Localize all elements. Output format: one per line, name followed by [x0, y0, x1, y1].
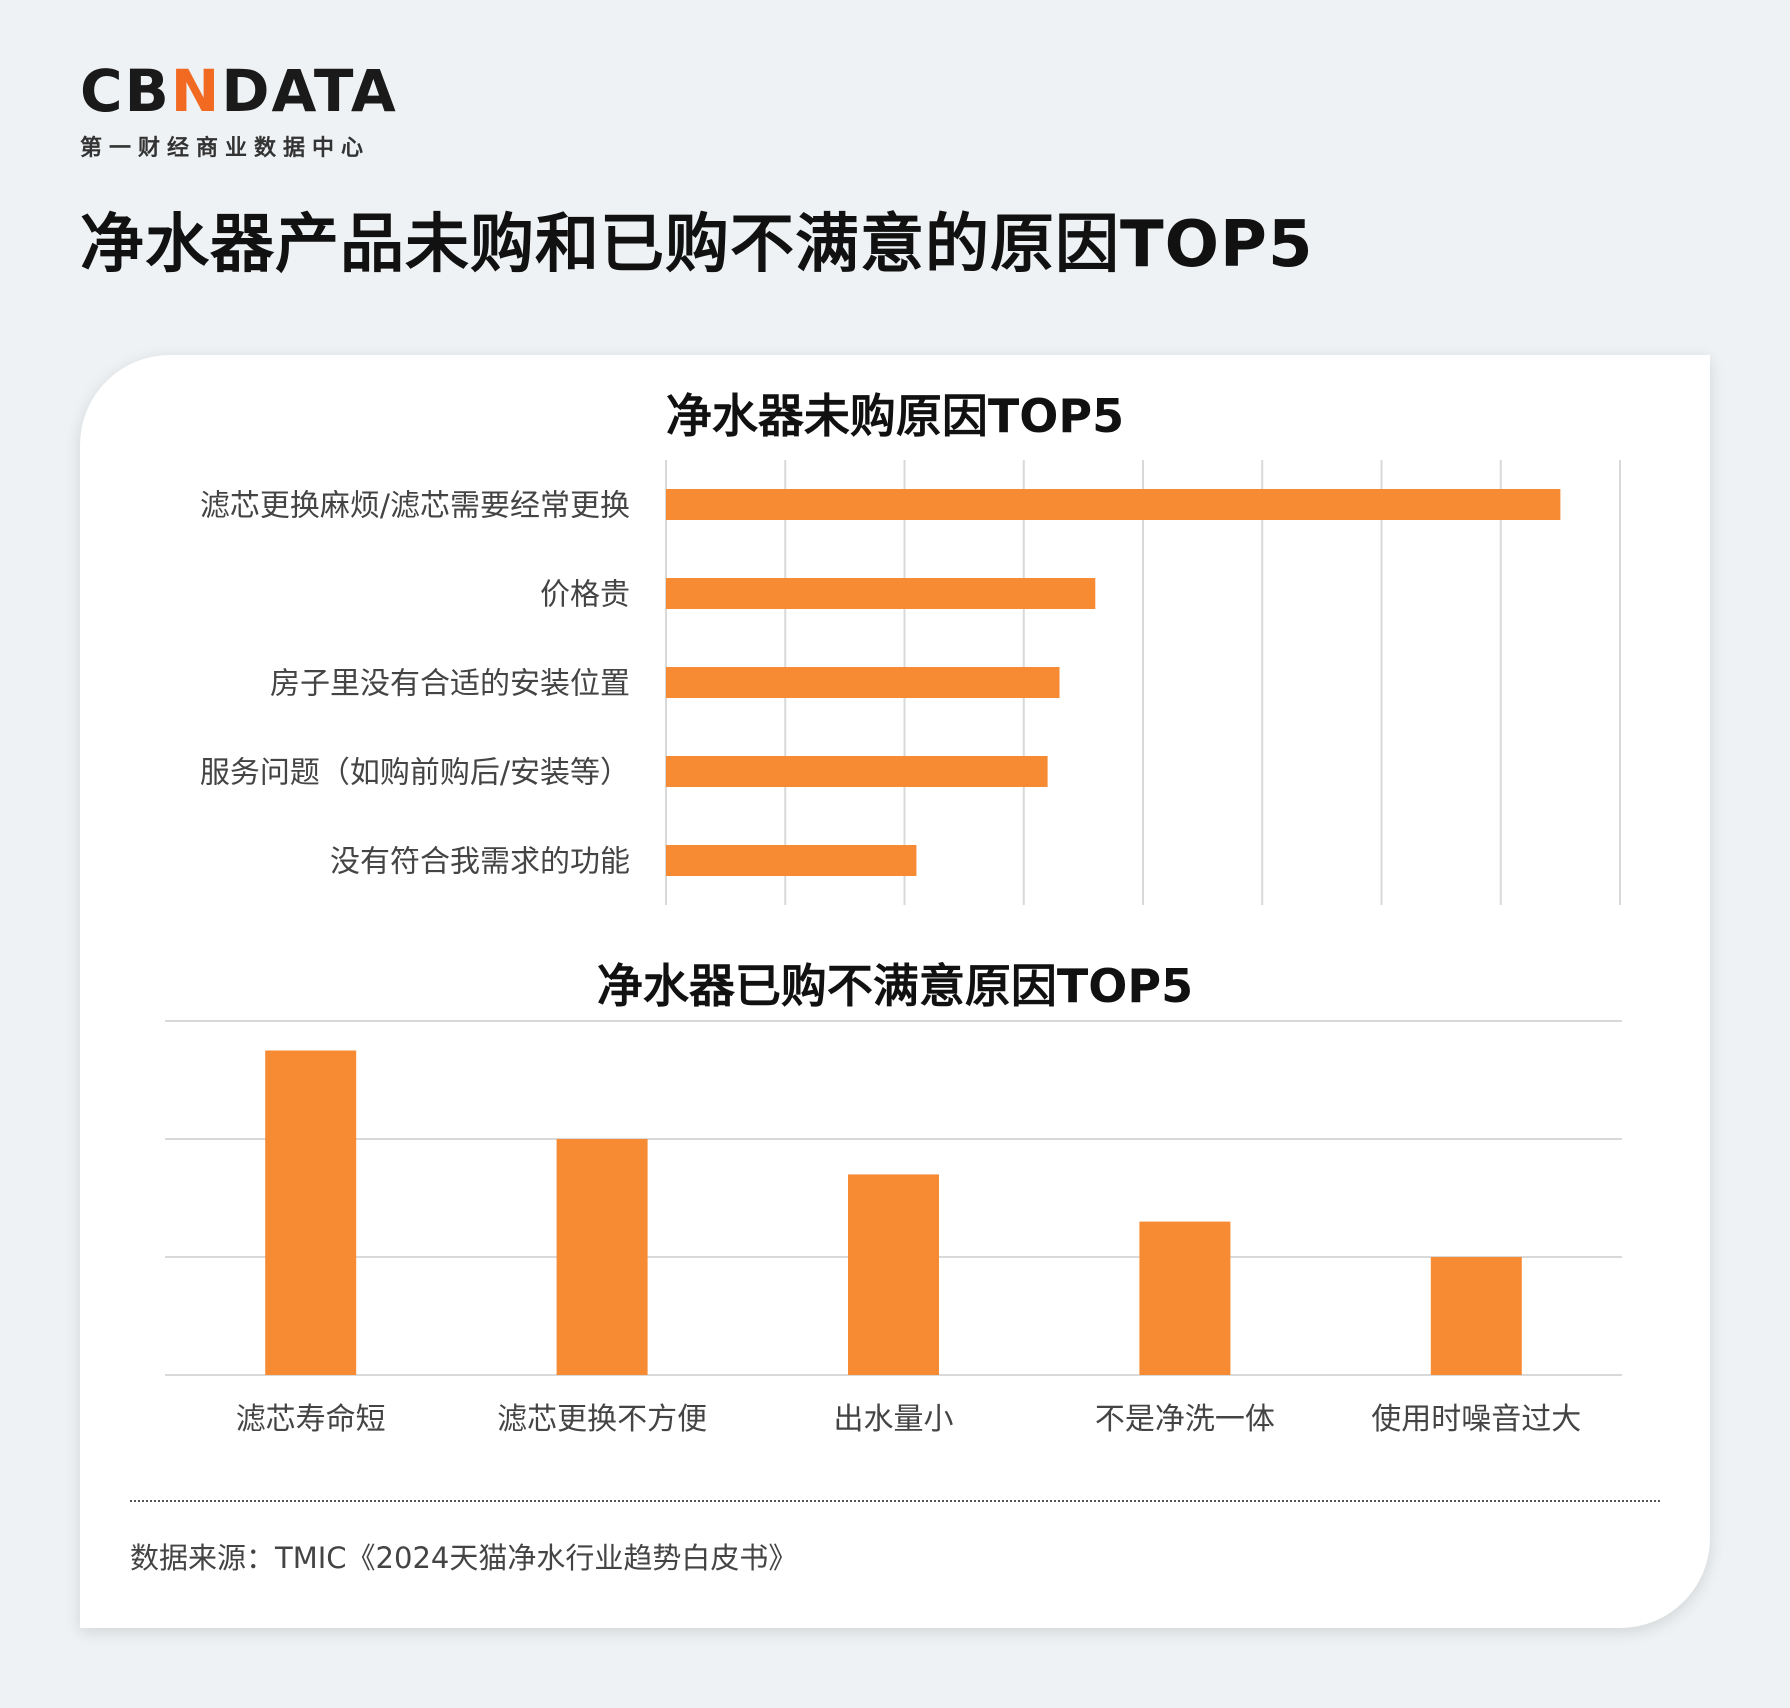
category-label: 价格贵: [540, 578, 630, 613]
horizontal-bar-chart: 滤芯更换麻烦/滤芯需要经常更换价格贵房子里没有合适的安装位置服务问题（如购前购后…: [200, 460, 1621, 905]
category-label: 使用时噪音过大: [1371, 1402, 1581, 1437]
bar: [666, 667, 1060, 698]
logo-word-accent: N: [170, 57, 222, 125]
bar: [1139, 1221, 1231, 1375]
data-source: 数据来源：TMIC《2024天猫净水行业趋势白皮书》: [130, 1541, 798, 1575]
category-label: 不是净洗一体: [1095, 1402, 1275, 1437]
chart-title-dissatisfied: 净水器已购不满意原因TOP5: [596, 959, 1194, 1013]
logo-subtitle: 第一财经商业数据中心: [80, 136, 371, 161]
category-label: 滤芯寿命短: [236, 1402, 386, 1437]
bar: [1430, 1257, 1522, 1375]
category-label: 滤芯更换不方便: [497, 1402, 707, 1437]
category-label: 房子里没有合适的安装位置: [270, 667, 630, 702]
category-label: 没有符合我需求的功能: [330, 845, 630, 880]
bar: [666, 845, 917, 876]
logo-word-part: DATA: [221, 57, 398, 125]
bar: [556, 1139, 648, 1375]
bar: [666, 578, 1096, 609]
source-divider: [130, 1500, 1660, 1502]
logo-word-part: CB: [80, 57, 171, 125]
logo-wordmark: CBNDATA: [80, 62, 400, 120]
category-label: 出水量小: [834, 1402, 954, 1437]
category-label: 滤芯更换麻烦/滤芯需要经常更换: [200, 489, 630, 524]
category-label: 服务问题（如购前购后/安装等）: [200, 756, 630, 791]
page-title: 净水器产品未购和已购不满意的原因TOP5: [80, 208, 1314, 282]
bar: [666, 489, 1561, 520]
vertical-bar-chart: 滤芯寿命短 滤芯更换不方便 出水量小 不是净洗一体 使用时噪音过大: [165, 1020, 1622, 1437]
bar: [848, 1174, 939, 1375]
bar: [666, 756, 1048, 787]
chart-title-unpurchased: 净水器未购原因TOP5: [665, 389, 1125, 443]
bar: [265, 1050, 357, 1375]
brand-logo: CBNDATA 第一财经商业数据中心: [80, 62, 400, 162]
chart-card: 净水器未购原因TOP5 滤芯更换麻烦/滤芯需要经常更换价格贵房子里没有合适的安装…: [80, 355, 1710, 1628]
